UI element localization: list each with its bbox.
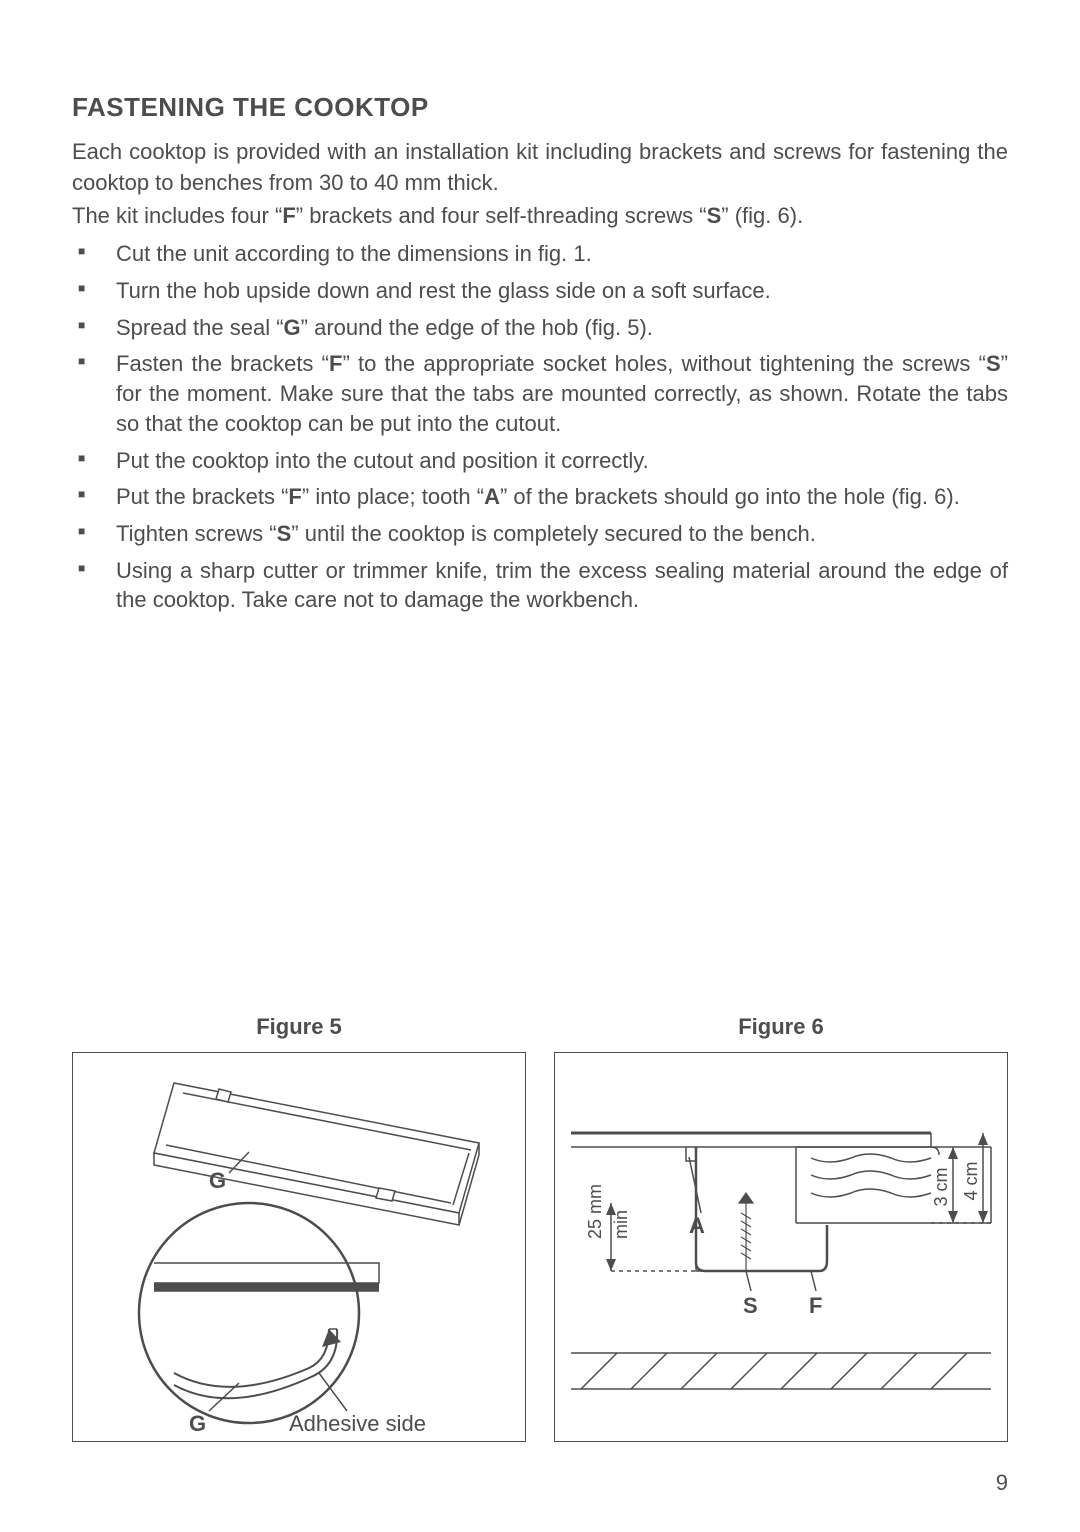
- bold-A: A: [484, 484, 500, 509]
- fig6-dim-4cm: 4 cm: [961, 1161, 981, 1200]
- list-item: Spread the seal “G” around the edge of t…: [72, 313, 1008, 343]
- text-run: The kit includes four “: [72, 203, 282, 228]
- figure-6-box: A S F 25 mm min 3 cm 4 cm: [554, 1052, 1008, 1442]
- text-run: ” until the cooktop is completely secure…: [291, 521, 816, 546]
- fig6-label-S: S: [743, 1293, 758, 1318]
- fig5-label-adhesive: Adhesive side: [289, 1411, 426, 1436]
- bold-G: G: [284, 315, 301, 340]
- figure-6-svg: A S F 25 mm min 3 cm 4 cm: [555, 1053, 1007, 1441]
- text-run: Fasten the brackets “: [116, 351, 329, 376]
- page-number: 9: [996, 1470, 1008, 1496]
- text-run: ” (fig. 6).: [721, 203, 803, 228]
- fig6-label-F: F: [809, 1293, 822, 1318]
- figure-5-svg: G G Adhesive side: [73, 1053, 525, 1441]
- text-run: Spread the seal “: [116, 315, 284, 340]
- text-run: ” around the edge of the hob (fig. 5).: [301, 315, 653, 340]
- bold-S: S: [277, 521, 292, 546]
- fig6-dim-min: min: [611, 1210, 631, 1239]
- fig6-dim-25mm: 25 mm: [585, 1184, 605, 1239]
- figures-row: Figure 5: [72, 1014, 1008, 1442]
- text-run: ” of the brackets should go into the hol…: [500, 484, 960, 509]
- bold-F: F: [282, 203, 295, 228]
- page-title: FASTENING THE COOKTOP: [72, 92, 1008, 123]
- text-run: Tighten screws “: [116, 521, 277, 546]
- intro-paragraph-2: The kit includes four “F” brackets and f…: [72, 201, 1008, 232]
- bold-S: S: [707, 203, 722, 228]
- text-run: ” brackets and four self-threading screw…: [296, 203, 707, 228]
- text-run: ” to the appropriate socket holes, witho…: [342, 351, 986, 376]
- list-item: Cut the unit according to the dimensions…: [72, 239, 1008, 269]
- page: FASTENING THE COOKTOP Each cooktop is pr…: [0, 0, 1080, 1532]
- bold-S: S: [986, 351, 1001, 376]
- text-run: Put the brackets “: [116, 484, 288, 509]
- fig5-label-G-bottom: G: [189, 1411, 206, 1436]
- figure-6-caption: Figure 6: [738, 1014, 824, 1040]
- list-item: Put the cooktop into the cutout and posi…: [72, 446, 1008, 476]
- figure-5: Figure 5: [72, 1014, 526, 1442]
- list-item: Tighten screws “S” until the cooktop is …: [72, 519, 1008, 549]
- list-item: Using a sharp cutter or trimmer knife, t…: [72, 556, 1008, 615]
- text-run: ” into place; tooth “: [302, 484, 484, 509]
- bold-F: F: [329, 351, 342, 376]
- list-item: Turn the hob upside down and rest the gl…: [72, 276, 1008, 306]
- fig6-dim-3cm: 3 cm: [931, 1167, 951, 1206]
- list-item: Fasten the brackets “F” to the appropria…: [72, 349, 1008, 438]
- list-item: Put the brackets “F” into place; tooth “…: [72, 482, 1008, 512]
- figure-5-caption: Figure 5: [256, 1014, 342, 1040]
- intro-paragraph-1: Each cooktop is provided with an install…: [72, 137, 1008, 199]
- figure-5-box: G G Adhesive side: [72, 1052, 526, 1442]
- instruction-list: Cut the unit according to the dimensions…: [72, 239, 1008, 615]
- fig6-label-A: A: [689, 1213, 705, 1238]
- fig5-label-G-top: G: [209, 1168, 226, 1193]
- bold-F: F: [288, 484, 301, 509]
- figure-6: Figure 6: [554, 1014, 1008, 1442]
